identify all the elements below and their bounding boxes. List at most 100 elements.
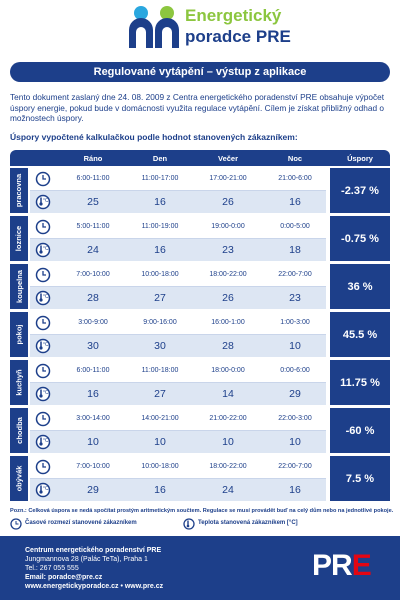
time-range: 9:00-16:00 [143,319,177,326]
thermo-icon [35,338,51,359]
temperature: 14 [222,388,234,400]
temperature: 25 [87,196,99,208]
time-row [30,408,326,431]
temperature: 16 [289,196,301,208]
time-range: 0:00-5:00 [280,223,310,230]
time-range: 22:00-3:00 [278,415,312,422]
room-label: pokoj [10,312,28,357]
savings: 36 % [330,264,390,309]
icon-unit: °C [43,486,49,492]
thermo-icon [35,434,51,455]
room-label: pracovna [10,168,28,213]
temperature: 16 [154,484,166,496]
temperature: 28 [222,340,234,352]
time-range: 22:00-7:00 [278,463,312,470]
room-label: loznice [10,216,28,261]
clock-icon [35,411,51,432]
clock-icon [35,363,51,384]
temperature: 24 [222,484,234,496]
time-row [30,168,326,191]
thermo-icon [35,194,51,215]
room-name: koupelna [14,270,24,303]
temperature: 16 [154,196,166,208]
icon-unit: °C [43,438,49,444]
room-label: obývák [10,456,28,501]
room-name: pokoj [14,324,24,345]
intro: Tento dokument zaslaný dne 24. 08. 2009 … [10,92,385,123]
column-header: Den [152,154,168,163]
time-range: 21:00-6:00 [278,175,312,182]
savings: -0.75 % [330,216,390,261]
savings: 11.75 % [330,360,390,405]
temperature: 23 [289,292,301,304]
logo-icon [129,6,179,48]
temperature: 30 [154,340,166,352]
room-label: chodba [10,408,28,453]
time-range: 0:00-6:00 [280,367,310,374]
time-range: 16:00-1:00 [211,319,245,326]
savings: -60 % [330,408,390,453]
temp-row [30,383,326,405]
footer-email: Email: poradce@pre.cz [25,574,103,581]
time-row [30,312,326,335]
time-range: 3:00-9:00 [78,319,108,326]
footer-phone: Tel.: 267 055 555 [25,565,79,572]
temperature: 10 [289,436,301,448]
column-header: Noc [287,154,303,163]
temperature: 30 [87,340,99,352]
logo-e: E [351,549,372,582]
time-range: 6:00-11:00 [76,175,110,182]
column-header: Večer [217,154,239,163]
temperature: 29 [289,388,301,400]
room-name: kuchyň [14,369,24,396]
legend-temp: Teplota stanovená zákazníkem [°C] [198,520,298,526]
time-range: 10:00-18:00 [141,463,179,470]
clock-icon [35,219,51,240]
icon-unit: °C [43,246,49,252]
time-range: 19:00-0:00 [211,223,245,230]
time-range: 3:00-14:00 [76,415,110,422]
time-range: 7:00-10:00 [76,463,110,470]
time-row [30,456,326,479]
temperature: 16 [289,484,301,496]
clock-icon [35,315,51,336]
temperature: 10 [87,436,99,448]
temperature: 24 [87,244,99,256]
heading: Úspory vypočtené kalkulačkou podle hodno… [10,132,298,142]
clock-icon [35,459,51,480]
time-row [30,264,326,287]
temperature: 26 [222,292,234,304]
time-row [30,216,326,239]
temperature: 10 [222,436,234,448]
icon-unit: °C [43,198,49,204]
table-header [10,150,390,166]
time-range: 10:00-18:00 [141,271,179,278]
room-label: koupelna [10,264,28,309]
time-range: 17:00-21:00 [209,175,247,182]
time-range: 11:00-17:00 [141,175,179,182]
temperature: 29 [87,484,99,496]
time-range: 18:00-22:00 [209,271,247,278]
legend-time: Časové rozmezí stanovené zákazníkem [25,520,137,526]
time-row [30,360,326,383]
icon-unit: °C [43,294,49,300]
time-range: 11:00-18:00 [141,367,179,374]
savings: 45.5 % [330,312,390,357]
temp-row [30,479,326,501]
column-header: Ráno [83,154,103,163]
time-range: 7:00-10:00 [76,271,110,278]
savings-header: Úspory [347,154,373,163]
time-range: 11:00-19:00 [141,223,179,230]
room-label: kuchyň [10,360,28,405]
room-name: pracovna [14,173,24,208]
savings: -2.37 % [330,168,390,213]
footer-web: www.energetickyporadce.cz • www.pre.cz [25,583,164,590]
temp-row [30,335,326,357]
temp-row [30,287,326,309]
time-range: 6:00-11:00 [76,367,110,374]
time-range: 21:00-22:00 [209,415,247,422]
footer-address: Jungmannova 28 (Palác TeTa), Praha 1 [25,556,148,563]
room-name: obývák [14,465,24,492]
clock-icon [35,171,51,192]
